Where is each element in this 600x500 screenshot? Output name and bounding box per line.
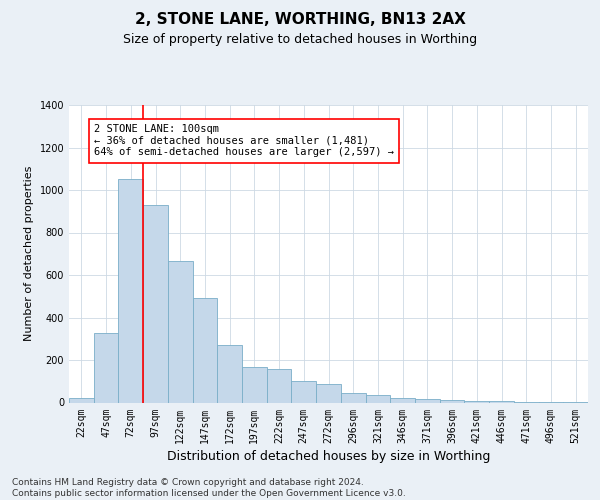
Text: Size of property relative to detached houses in Worthing: Size of property relative to detached ho… (123, 32, 477, 46)
Text: 2, STONE LANE, WORTHING, BN13 2AX: 2, STONE LANE, WORTHING, BN13 2AX (134, 12, 466, 28)
Bar (217, 345, 242, 403)
Bar (69, 398, 94, 402)
X-axis label: Distribution of detached houses by size in Worthing: Distribution of detached houses by size … (167, 450, 490, 462)
Bar (390, 398, 415, 402)
Bar (415, 400, 440, 402)
Bar (440, 400, 464, 402)
Bar (242, 368, 267, 402)
Bar (193, 298, 217, 403)
Text: 2 STONE LANE: 100sqm
← 36% of detached houses are smaller (1,481)
64% of semi-de: 2 STONE LANE: 100sqm ← 36% of detached h… (94, 124, 394, 158)
Bar (316, 384, 341, 402)
Bar (168, 261, 193, 402)
Bar (118, 180, 143, 402)
Bar (341, 393, 365, 402)
Text: Contains HM Land Registry data © Crown copyright and database right 2024.
Contai: Contains HM Land Registry data © Crown c… (12, 478, 406, 498)
Y-axis label: Number of detached properties: Number of detached properties (24, 166, 34, 342)
Bar (267, 368, 292, 402)
Bar (365, 395, 390, 402)
Bar (94, 334, 118, 402)
Bar (143, 205, 168, 402)
Bar (292, 381, 316, 402)
